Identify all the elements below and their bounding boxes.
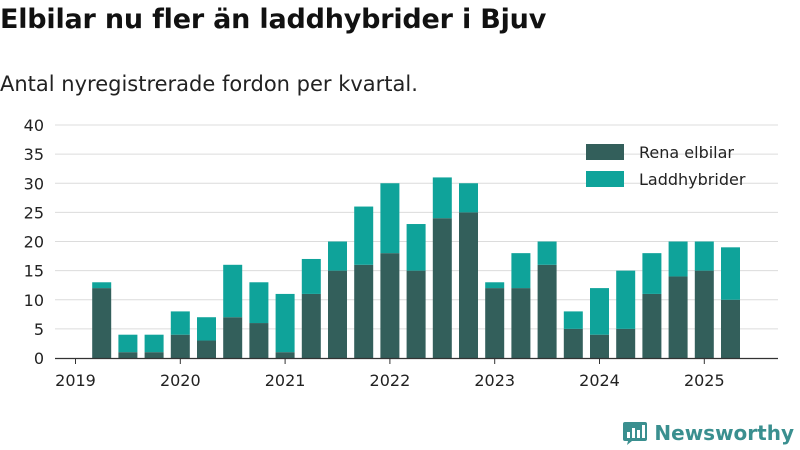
y-tick-label: 30 bbox=[24, 174, 44, 193]
x-tick-label: 2025 bbox=[684, 371, 725, 390]
bar-rena-elbilar bbox=[459, 212, 478, 358]
bar-laddhybrider bbox=[432, 177, 452, 219]
y-tick-label: 20 bbox=[24, 233, 44, 252]
bar-rena-elbilar bbox=[537, 264, 557, 358]
bar-rena-elbilar bbox=[328, 270, 347, 358]
bar-laddhybrider bbox=[590, 288, 609, 335]
bar-rena-elbilar bbox=[197, 340, 216, 358]
bar-rena-elbilar bbox=[721, 299, 740, 358]
bar-laddhybrider bbox=[721, 247, 740, 300]
x-tick-label: 2022 bbox=[370, 371, 411, 390]
y-tick-label: 25 bbox=[24, 203, 44, 222]
legend-label: Rena elbilar bbox=[639, 143, 734, 162]
brand-name: Newsworthy bbox=[654, 421, 794, 445]
bar-rena-elbilar bbox=[92, 288, 112, 358]
brand: Newsworthy bbox=[622, 420, 794, 446]
bar-rena-elbilar bbox=[380, 253, 400, 358]
chart-title: Elbilar nu fler än laddhybrider i Bjuv bbox=[0, 4, 547, 35]
x-tick-label: 2024 bbox=[579, 371, 620, 390]
bar-laddhybrider bbox=[642, 253, 662, 294]
bar-laddhybrider bbox=[563, 311, 583, 329]
x-tick-label: 2020 bbox=[160, 371, 201, 390]
bar-laddhybrider bbox=[485, 282, 505, 289]
bar-laddhybrider bbox=[694, 241, 714, 271]
bar-rena-elbilar bbox=[511, 288, 531, 358]
bar-laddhybrider bbox=[92, 282, 112, 289]
bar-laddhybrider bbox=[668, 241, 688, 277]
legend-label: Laddhybrider bbox=[639, 170, 746, 189]
bar-laddhybrider bbox=[275, 293, 295, 353]
bar-rena-elbilar bbox=[563, 328, 583, 358]
bar-rena-elbilar bbox=[406, 270, 426, 358]
y-tick-label: 40 bbox=[24, 116, 44, 135]
bar-laddhybrider bbox=[249, 282, 269, 324]
y-tick-label: 5 bbox=[34, 320, 44, 339]
bar-rena-elbilar bbox=[694, 270, 714, 358]
bar-laddhybrider bbox=[616, 270, 636, 329]
bar-laddhybrider bbox=[328, 241, 347, 271]
bar-rena-elbilar bbox=[301, 293, 321, 358]
bar-laddhybrider bbox=[223, 264, 243, 318]
bar-laddhybrider bbox=[537, 241, 557, 265]
bar-rena-elbilar bbox=[668, 276, 688, 358]
legend-swatch bbox=[586, 171, 624, 187]
bar-laddhybrider bbox=[301, 258, 321, 294]
bar-rena-elbilar bbox=[144, 352, 164, 358]
bar-rena-elbilar bbox=[590, 334, 609, 358]
bar-rena-elbilar bbox=[354, 264, 374, 358]
bar-rena-elbilar bbox=[170, 334, 190, 358]
x-tick-label: 2021 bbox=[265, 371, 306, 390]
y-tick-label: 10 bbox=[24, 291, 44, 310]
bar-laddhybrider bbox=[118, 334, 138, 353]
bar-rena-elbilar bbox=[118, 352, 138, 358]
bar-laddhybrider bbox=[511, 253, 531, 289]
bar-laddhybrider bbox=[197, 317, 216, 341]
y-tick-label: 0 bbox=[34, 349, 44, 368]
legend-swatch bbox=[586, 144, 624, 160]
bar-rena-elbilar bbox=[249, 323, 269, 358]
bar-rena-elbilar bbox=[275, 352, 295, 358]
bar-rena-elbilar bbox=[223, 317, 243, 358]
newsworthy-logo-icon bbox=[623, 422, 648, 445]
bar-rena-elbilar bbox=[485, 288, 505, 358]
bar-rena-elbilar bbox=[432, 218, 452, 358]
y-tick-label: 35 bbox=[24, 145, 44, 164]
bar-laddhybrider bbox=[144, 334, 164, 353]
bar-rena-elbilar bbox=[642, 293, 662, 358]
chart-subtitle: Antal nyregistrerade fordon per kvartal. bbox=[0, 72, 418, 96]
y-tick-label: 15 bbox=[24, 262, 44, 281]
bar-laddhybrider bbox=[354, 206, 374, 265]
bar-laddhybrider bbox=[170, 311, 190, 335]
bar-rena-elbilar bbox=[616, 328, 636, 358]
bar-laddhybrider bbox=[406, 224, 426, 271]
bar-laddhybrider bbox=[380, 183, 400, 254]
x-tick-label: 2023 bbox=[474, 371, 515, 390]
bar-laddhybrider bbox=[459, 183, 478, 213]
x-tick-label: 2019 bbox=[55, 371, 96, 390]
